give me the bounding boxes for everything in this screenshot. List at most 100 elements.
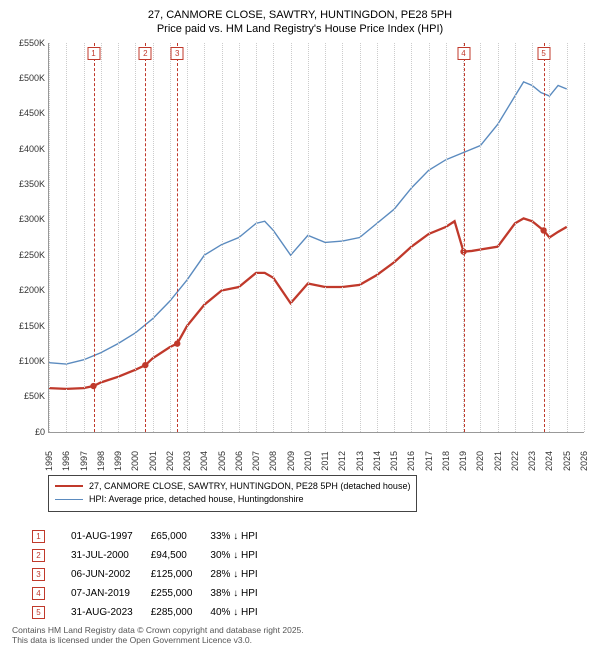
sale-marker-box: 1 (87, 47, 100, 60)
x-gridline (394, 43, 395, 432)
x-tick: 1997 (79, 446, 89, 476)
legend-swatch-blue (55, 499, 83, 500)
sale-marker-box: 3 (171, 47, 184, 60)
y-tick: £250K (7, 250, 45, 260)
x-tick: 2017 (424, 446, 434, 476)
x-tick: 1998 (96, 446, 106, 476)
y-tick: £500K (7, 73, 45, 83)
table-row: 407-JAN-2019£255,00038% ↓ HPI (32, 585, 274, 602)
x-tick: 2014 (372, 446, 382, 476)
sale-num: 5 (32, 604, 69, 621)
x-gridline (411, 43, 412, 432)
x-gridline (204, 43, 205, 432)
arrow-down-icon: ↓ (233, 531, 238, 542)
x-tick: 2010 (303, 446, 313, 476)
x-tick: 2018 (441, 446, 451, 476)
sale-price: £125,000 (151, 566, 209, 583)
x-tick: 1999 (113, 446, 123, 476)
x-tick: 2022 (510, 446, 520, 476)
y-tick: £450K (7, 108, 45, 118)
sale-price: £65,000 (151, 528, 209, 545)
x-tick: 2007 (251, 446, 261, 476)
footer-line1: Contains HM Land Registry data © Crown c… (12, 625, 304, 636)
y-tick: £0 (7, 427, 45, 437)
y-tick: £50K (7, 391, 45, 401)
sale-marker-box: 4 (457, 47, 470, 60)
x-gridline (118, 43, 119, 432)
x-gridline (498, 43, 499, 432)
y-tick: £100K (7, 356, 45, 366)
x-gridline (480, 43, 481, 432)
x-tick: 2024 (544, 446, 554, 476)
sale-date: 06-JUN-2002 (71, 566, 149, 583)
footer: Contains HM Land Registry data © Crown c… (12, 625, 304, 646)
x-gridline (325, 43, 326, 432)
legend: 27, CANMORE CLOSE, SAWTRY, HUNTINGDON, P… (48, 475, 417, 512)
sale-marker-line (544, 43, 545, 432)
x-gridline (308, 43, 309, 432)
sale-marker-line (94, 43, 95, 432)
sale-marker-box: 2 (139, 47, 152, 60)
footer-line2: This data is licensed under the Open Gov… (12, 635, 304, 646)
arrow-down-icon: ↓ (233, 607, 238, 618)
legend-swatch-red (55, 485, 83, 487)
table-row: 306-JUN-2002£125,00028% ↓ HPI (32, 566, 274, 583)
x-gridline (342, 43, 343, 432)
x-tick: 2023 (527, 446, 537, 476)
x-gridline (291, 43, 292, 432)
sale-num: 1 (32, 528, 69, 545)
y-tick: £400K (7, 144, 45, 154)
x-tick: 2002 (165, 446, 175, 476)
table-row: 101-AUG-1997£65,00033% ↓ HPI (32, 528, 274, 545)
x-tick: 2004 (199, 446, 209, 476)
table-row: 231-JUL-2000£94,50030% ↓ HPI (32, 547, 274, 564)
plot-svg (49, 43, 584, 432)
x-tick: 2025 (562, 446, 572, 476)
x-gridline (66, 43, 67, 432)
y-tick: £200K (7, 285, 45, 295)
arrow-down-icon: ↓ (233, 569, 238, 580)
title-line1: 27, CANMORE CLOSE, SAWTRY, HUNTINGDON, P… (10, 8, 590, 22)
sale-pct: 38% ↓ HPI (210, 585, 273, 602)
x-tick: 1995 (44, 446, 54, 476)
sale-num: 3 (32, 566, 69, 583)
sale-pct: 30% ↓ HPI (210, 547, 273, 564)
x-tick: 2016 (406, 446, 416, 476)
x-gridline (377, 43, 378, 432)
x-tick: 2021 (493, 446, 503, 476)
x-tick: 2000 (130, 446, 140, 476)
x-tick: 2015 (389, 446, 399, 476)
x-tick: 2012 (337, 446, 347, 476)
x-gridline (567, 43, 568, 432)
x-tick: 2013 (355, 446, 365, 476)
x-gridline (239, 43, 240, 432)
price-chart: £0£50K£100K£150K£200K£250K£300K£350K£400… (48, 43, 584, 433)
x-tick: 2011 (320, 446, 330, 476)
y-tick: £350K (7, 179, 45, 189)
x-gridline (187, 43, 188, 432)
sale-marker-line (464, 43, 465, 432)
arrow-down-icon: ↓ (233, 588, 238, 599)
x-gridline (49, 43, 50, 432)
sales-table: 101-AUG-1997£65,00033% ↓ HPI 231-JUL-2000… (30, 526, 276, 623)
x-gridline (101, 43, 102, 432)
sale-marker-box: 5 (537, 47, 550, 60)
sale-price: £285,000 (151, 604, 209, 621)
sale-num: 2 (32, 547, 69, 564)
x-gridline (446, 43, 447, 432)
y-tick: £150K (7, 321, 45, 331)
x-gridline (84, 43, 85, 432)
y-tick: £300K (7, 214, 45, 224)
sale-date: 31-AUG-2023 (71, 604, 149, 621)
x-tick: 2009 (286, 446, 296, 476)
x-tick: 2006 (234, 446, 244, 476)
legend-label-blue: HPI: Average price, detached house, Hunt… (89, 493, 303, 507)
x-gridline (360, 43, 361, 432)
x-gridline (549, 43, 550, 432)
title-line2: Price paid vs. HM Land Registry's House … (10, 22, 590, 36)
x-gridline (584, 43, 585, 432)
x-tick: 2026 (579, 446, 589, 476)
sale-marker-line (177, 43, 178, 432)
table-row: 531-AUG-2023£285,00040% ↓ HPI (32, 604, 274, 621)
x-gridline (515, 43, 516, 432)
